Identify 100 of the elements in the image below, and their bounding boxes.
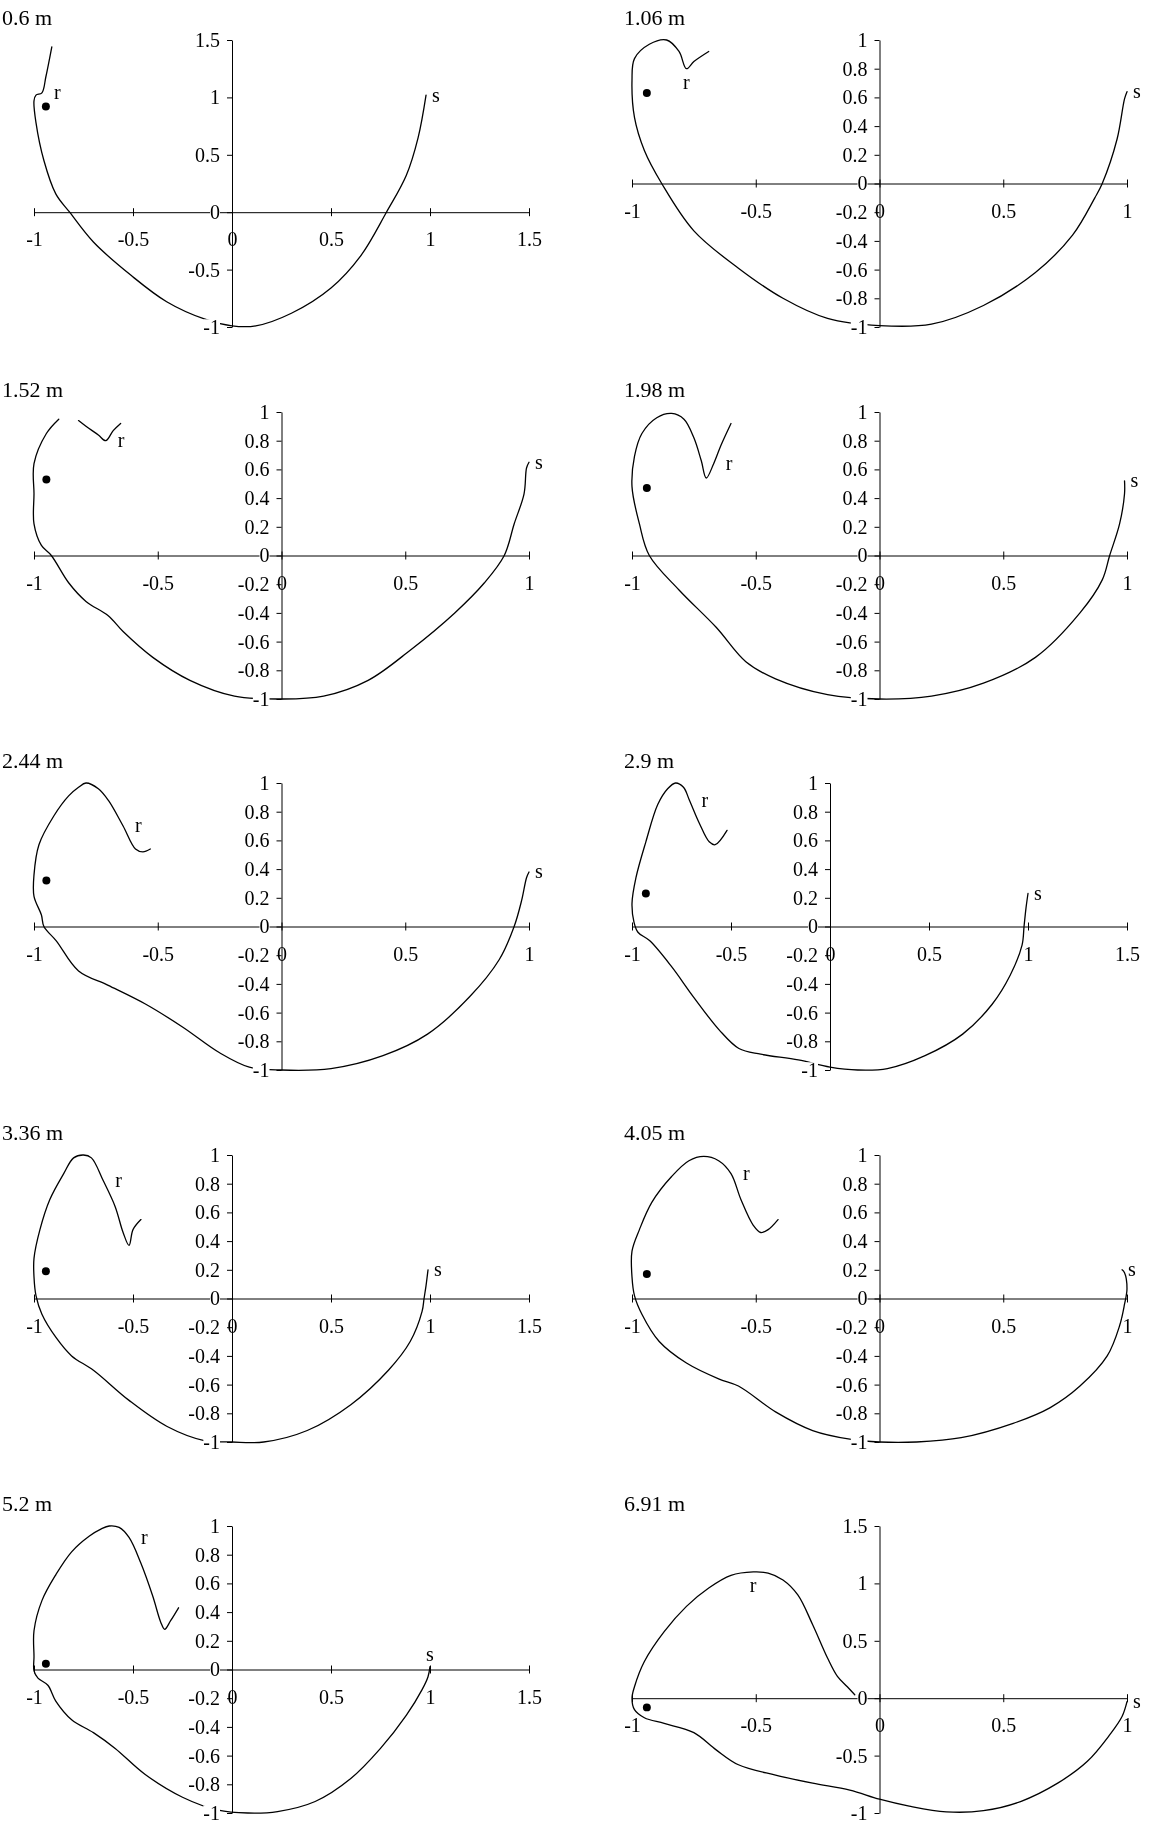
y-tick-label: 0.8 bbox=[842, 57, 868, 80]
y-tick-label: -0.6 bbox=[188, 1373, 220, 1395]
annotation: s bbox=[535, 860, 543, 883]
x-tick-label: 1 bbox=[524, 942, 535, 965]
x-tick-label: 1.5 bbox=[517, 228, 542, 251]
y-tick-label: 0.6 bbox=[842, 457, 868, 480]
y-tick-label: 0.4 bbox=[842, 1229, 868, 1252]
x-tick-label: 1.5 bbox=[517, 1685, 542, 1708]
x-tick-label: 0.5 bbox=[319, 228, 344, 251]
y-tick-label: -0.4 bbox=[188, 1344, 220, 1367]
annotation: s bbox=[1034, 881, 1042, 904]
annotation: r bbox=[115, 1168, 123, 1191]
x-tick-label: -1 bbox=[624, 571, 641, 594]
x-tick-label: 1 bbox=[1122, 1714, 1133, 1737]
y-tick-label: 0.5 bbox=[195, 143, 220, 166]
y-tick-label: 0.6 bbox=[244, 829, 270, 852]
chart-title: 0.6 m bbox=[2, 5, 53, 30]
annotation: r bbox=[743, 1161, 750, 1184]
y-tick-label: -0.2 bbox=[237, 944, 270, 967]
y-tick-label: 0.8 bbox=[244, 800, 270, 823]
y-tick-label: -0.4 bbox=[835, 229, 868, 252]
y-tick-label: -1 bbox=[252, 1058, 270, 1081]
x-tick-label: -0.5 bbox=[740, 199, 773, 222]
y-tick-label: 0 bbox=[808, 915, 818, 938]
y-tick-label: 0 bbox=[857, 1286, 868, 1309]
y-tick-label: 0.6 bbox=[195, 1200, 220, 1223]
y-tick-label: 0.2 bbox=[244, 886, 270, 909]
y-tick-label: -0.6 bbox=[237, 630, 270, 652]
x-tick-label: -0.5 bbox=[740, 1314, 773, 1337]
y-tick-label: -0.8 bbox=[786, 1030, 818, 1053]
x-tick-label: 0.5 bbox=[917, 942, 942, 965]
y-tick-label: -1 bbox=[252, 687, 270, 710]
y-tick-label: -1 bbox=[850, 315, 868, 338]
x-tick-label: 1 bbox=[425, 1314, 436, 1337]
x-tick-label: 1.5 bbox=[1115, 942, 1140, 965]
x-tick-label: 1.5 bbox=[517, 1314, 542, 1337]
y-tick-label: 0.2 bbox=[195, 1258, 220, 1281]
y-tick-label: -0.8 bbox=[835, 287, 868, 310]
y-tick-label: 1 bbox=[210, 1143, 220, 1166]
x-tick-label: 0 bbox=[277, 571, 287, 594]
y-tick-label: -0.6 bbox=[237, 1001, 270, 1024]
x-tick-label: -1 bbox=[26, 571, 43, 594]
chart-title: 5.2 m bbox=[2, 1491, 53, 1516]
y-tick-label: 0.5 bbox=[842, 1629, 868, 1652]
y-tick-label: -0.6 bbox=[835, 258, 868, 281]
annotation: r bbox=[682, 70, 690, 93]
y-tick-label: 1 bbox=[857, 400, 868, 423]
y-tick-label: -0.2 bbox=[237, 572, 270, 595]
annotation: s bbox=[535, 450, 543, 473]
y-tick-label: -0.6 bbox=[188, 1744, 220, 1767]
annotation: r bbox=[725, 451, 733, 474]
y-tick-label: 1 bbox=[857, 1572, 868, 1595]
y-tick-label: 0.2 bbox=[842, 515, 868, 538]
x-tick-label: -1 bbox=[26, 1314, 43, 1337]
x-tick-label: 1 bbox=[1122, 571, 1133, 594]
annotation: s bbox=[1133, 1690, 1141, 1713]
y-tick-label: -1 bbox=[850, 1801, 868, 1824]
x-tick-label: -0.5 bbox=[117, 1685, 150, 1708]
y-tick-label: -0.4 bbox=[237, 972, 270, 995]
annotation: s bbox=[434, 1257, 443, 1280]
y-tick-label: 0.6 bbox=[244, 457, 270, 480]
annotation: s bbox=[426, 1642, 434, 1665]
annotation: s bbox=[1133, 80, 1141, 103]
y-tick-label: -0.4 bbox=[786, 972, 818, 995]
y-tick-label: 0.6 bbox=[195, 1572, 220, 1595]
x-tick-label: -0.5 bbox=[142, 942, 175, 965]
y-tick-label: -1 bbox=[203, 1801, 220, 1824]
annotation: s bbox=[1130, 468, 1139, 491]
y-tick-label: -0.2 bbox=[835, 201, 868, 224]
y-tick-label: -0.5 bbox=[188, 258, 220, 281]
x-tick-label: 0.5 bbox=[991, 199, 1017, 222]
y-tick-label: 0.8 bbox=[842, 1172, 868, 1195]
x-tick-label: -1 bbox=[624, 942, 641, 965]
x-tick-label: 1 bbox=[524, 571, 535, 594]
y-tick-label: 1.5 bbox=[842, 1514, 868, 1537]
x-tick-label: 1 bbox=[425, 228, 436, 251]
y-tick-label: 0 bbox=[857, 543, 868, 566]
y-tick-label: 0.2 bbox=[195, 1629, 220, 1652]
y-tick-label: 0.4 bbox=[244, 858, 270, 880]
y-tick-label: 1.5 bbox=[195, 28, 220, 51]
x-tick-label: -0.5 bbox=[740, 1714, 773, 1737]
x-tick-label: 0.5 bbox=[319, 1314, 344, 1337]
y-tick-label: -0.2 bbox=[786, 944, 818, 967]
y-tick-label: 0.4 bbox=[195, 1229, 220, 1252]
annotation: r bbox=[141, 1525, 149, 1548]
y-tick-label: 1 bbox=[210, 1514, 220, 1537]
x-tick-label: 0.5 bbox=[991, 1714, 1017, 1737]
annotation: r bbox=[117, 428, 125, 451]
y-tick-label: -0.4 bbox=[835, 601, 868, 624]
y-tick-label: 0.8 bbox=[793, 800, 818, 823]
x-tick-label: -0.5 bbox=[117, 228, 150, 251]
y-tick-label: -0.6 bbox=[786, 1001, 818, 1024]
y-tick-label: 0.8 bbox=[195, 1543, 220, 1566]
y-tick-label: -0.8 bbox=[188, 1773, 220, 1796]
x-tick-label: -1 bbox=[624, 199, 641, 222]
chart-title: 4.05 m bbox=[624, 1119, 686, 1145]
y-tick-label: -0.8 bbox=[237, 658, 270, 681]
y-tick-label: 1 bbox=[210, 86, 220, 109]
y-tick-label: -1 bbox=[850, 687, 868, 710]
x-tick-label: 0.5 bbox=[991, 571, 1017, 594]
